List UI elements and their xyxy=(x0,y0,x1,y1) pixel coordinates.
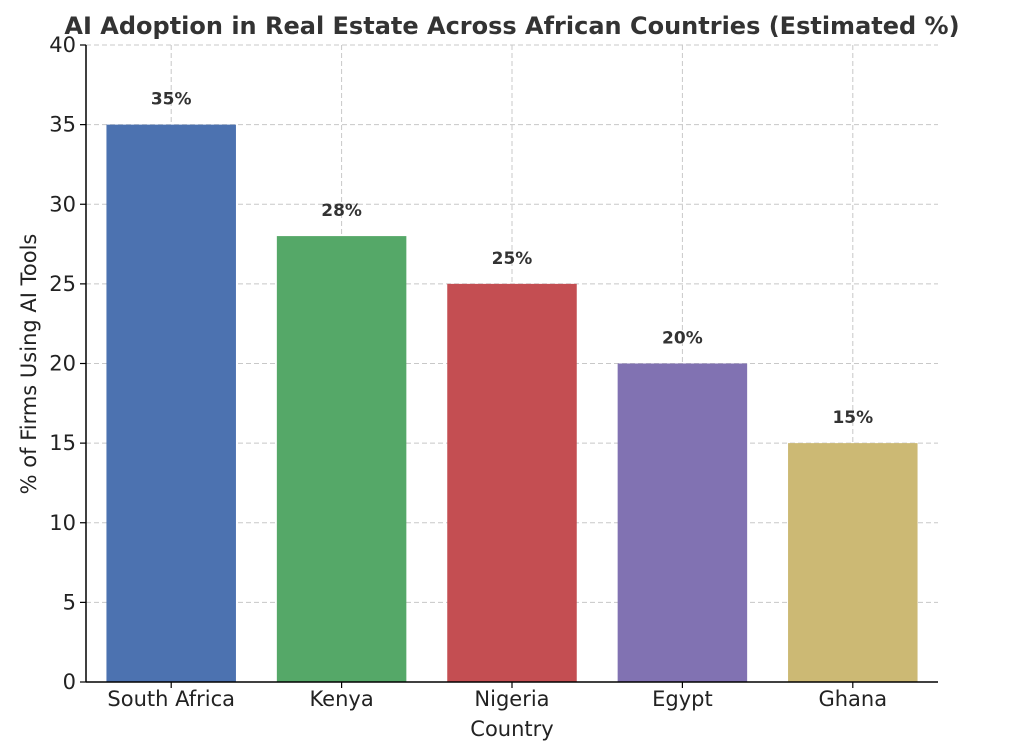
bars xyxy=(106,124,918,682)
x-tick-label: Ghana xyxy=(818,687,887,711)
x-tick-label: Nigeria xyxy=(474,687,549,711)
y-tick-label: 30 xyxy=(49,192,76,216)
bar xyxy=(106,124,236,682)
x-tick-label: Kenya xyxy=(309,687,373,711)
bar-value-label: 25% xyxy=(492,249,533,269)
bar xyxy=(276,236,407,682)
data-labels: 35% 28% 25% 20% 15% xyxy=(151,90,873,429)
y-tick-label: 10 xyxy=(49,511,76,535)
y-tick-label: 5 xyxy=(63,590,76,614)
x-axis-label: Country xyxy=(470,717,553,741)
x-ticks: South Africa Kenya Nigeria Egypt Ghana xyxy=(107,682,887,711)
x-tick-label: South Africa xyxy=(107,687,235,711)
bar xyxy=(617,363,748,682)
bar xyxy=(788,443,918,682)
bar-value-label: 35% xyxy=(151,90,192,110)
bar xyxy=(447,283,577,682)
y-axis-label: % of Firms Using AI Tools xyxy=(17,234,41,495)
y-tick-label: 15 xyxy=(49,431,76,455)
y-tick-label: 40 xyxy=(49,33,76,57)
bar-value-label: 28% xyxy=(321,201,362,221)
y-tick-label: 0 xyxy=(63,670,76,694)
chart-title: AI Adoption in Real Estate Across Africa… xyxy=(64,12,959,40)
y-tick-label: 25 xyxy=(49,272,76,296)
y-ticks: 0 5 10 15 20 25 30 35 40 xyxy=(49,33,86,694)
bar-value-label: 20% xyxy=(662,329,703,349)
y-tick-label: 35 xyxy=(49,113,76,137)
x-tick-label: Egypt xyxy=(652,687,713,711)
y-tick-label: 20 xyxy=(49,352,76,376)
bar-value-label: 15% xyxy=(832,408,873,428)
